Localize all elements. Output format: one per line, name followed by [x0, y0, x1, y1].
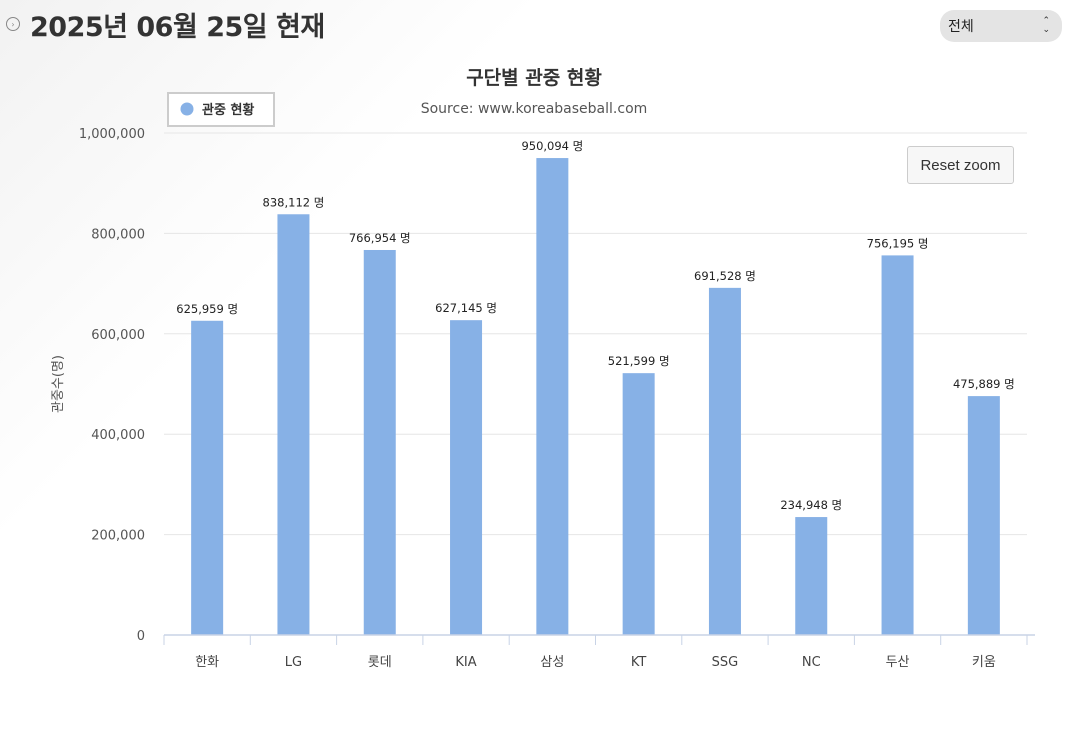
x-tick-label: 두산 [886, 655, 910, 670]
data-label: 627,145 명 [435, 301, 497, 315]
data-label: 756,195 명 [867, 236, 929, 250]
x-axis-ticks: 한화 LG 롯데 KIA 삼성 KT SSG NC 두산 키움 [163, 635, 1028, 670]
x-tick-label: 롯데 [368, 655, 392, 670]
page-title: 2025년 06월 25일 현재 [30, 11, 325, 43]
data-label: 950,094 명 [521, 139, 583, 153]
bar-0[interactable] [191, 320, 224, 635]
x-tick-label: KT [631, 655, 647, 670]
data-label: 766,954 명 [349, 231, 411, 245]
bar-4[interactable] [536, 158, 569, 636]
data-label: 691,528 명 [694, 269, 756, 283]
x-tick-label: 삼성 [540, 655, 564, 670]
y-tick-label: 0 [137, 629, 145, 644]
bar-1[interactable] [277, 214, 310, 636]
team-filter-value: 전체 [948, 19, 974, 35]
bar-6[interactable] [708, 287, 741, 635]
legend-marker [180, 102, 194, 116]
y-tick-label: 200,000 [91, 529, 145, 544]
page-header: › 2025년 06월 25일 현재 [6, 4, 325, 44]
y-tick-label: 600,000 [91, 328, 145, 343]
x-tick-label: 키움 [972, 655, 996, 670]
y-tick-label: 400,000 [91, 428, 145, 443]
bar-7[interactable] [795, 517, 828, 635]
bar-8[interactable] [881, 255, 914, 635]
chart-subtitle: Source: www.koreabaseball.com [421, 101, 648, 117]
data-label: 625,959 명 [176, 302, 238, 316]
y-tick-label: 800,000 [91, 227, 145, 242]
legend[interactable]: 관중 현황 [167, 92, 275, 127]
x-tick-label: LG [285, 655, 302, 670]
bar-5[interactable] [622, 373, 655, 635]
chevron-circle-icon[interactable]: › [6, 17, 20, 31]
y-axis-ticks: 0 200,000 400,000 600,000 800,000 1,000,000 [79, 127, 145, 644]
bar-9[interactable] [967, 396, 1000, 635]
chart-title: 구단별 관중 현황 [466, 66, 602, 89]
data-label: 475,889 명 [953, 377, 1015, 391]
data-label: 521,599 명 [608, 354, 670, 368]
x-tick-label: NC [802, 655, 821, 670]
x-tick-label: 한화 [195, 655, 219, 670]
y-axis-title: 관중수(명) [51, 355, 66, 413]
updown-arrows-icon: ⌃ ⌄ [1042, 16, 1050, 35]
y-tick-label: 1,000,000 [79, 127, 145, 142]
x-tick-label: SSG [712, 655, 739, 670]
bar-2[interactable] [363, 249, 396, 636]
legend-label[interactable]: 관중 현황 [202, 102, 254, 118]
bars: 625,959 명 838,112 명 766,954 명 627,145 명 950,… [176, 139, 1015, 636]
reset-zoom-button[interactable]: Reset zoom [907, 146, 1014, 184]
data-label: 838,112 명 [263, 195, 325, 209]
bar-3[interactable] [450, 320, 483, 635]
team-filter-select[interactable]: 전체 ⌃ ⌄ [940, 10, 1062, 42]
x-tick-label: KIA [455, 655, 476, 670]
data-label: 234,948 명 [780, 498, 842, 512]
